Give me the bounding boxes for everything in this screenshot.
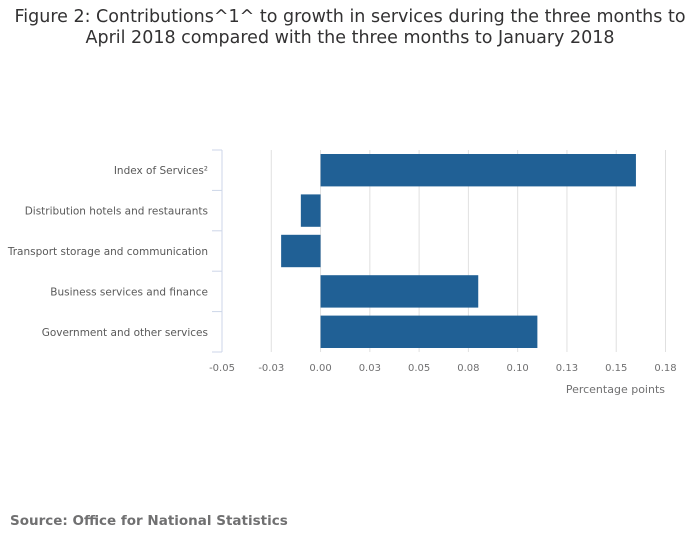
bar	[320, 315, 538, 348]
category-label: Business services and finance	[50, 286, 208, 298]
chart-title: Figure 2: Contributions^1^ to growth in …	[0, 7, 700, 49]
bar	[300, 194, 321, 227]
x-axis-title: Percentage points	[566, 383, 665, 396]
chart-title-line-2: April 2018 compared with the three month…	[85, 28, 615, 48]
x-tick-label: 0.00	[309, 363, 331, 374]
bar	[281, 234, 321, 268]
x-tick-label: 0.10	[507, 363, 529, 374]
bar	[320, 275, 479, 308]
category-label: Distribution hotels and restaurants	[25, 206, 208, 218]
category-label: Government and other services	[42, 327, 208, 339]
y-axis	[212, 149, 223, 353]
bars	[281, 154, 636, 348]
x-tick-label: 0.13	[556, 363, 578, 374]
chart-title-line-1: Figure 2: Contributions^1^ to growth in …	[14, 7, 686, 27]
bar	[320, 154, 636, 187]
category-label: Index of Services²	[114, 165, 208, 177]
x-tick-label: 0.03	[359, 363, 381, 374]
x-tick-label: 0.18	[654, 363, 676, 374]
x-tick-label: 0.05	[408, 363, 430, 374]
x-tick-labels: -0.05 -0.03 0.00 0.03 0.05 0.08 0.10 0.13 0.15 0.…	[209, 363, 677, 374]
x-tick-label: -0.05	[209, 363, 235, 374]
category-labels: Index of Services² Distribution hotels an…	[7, 165, 208, 339]
x-tick-label: 0.08	[457, 363, 479, 374]
x-tick-label: 0.15	[605, 363, 627, 374]
category-label: Transport storage and communication	[7, 246, 208, 258]
x-tick-label: -0.03	[258, 363, 284, 374]
source-note: Source: Office for National Statistics	[10, 513, 288, 529]
